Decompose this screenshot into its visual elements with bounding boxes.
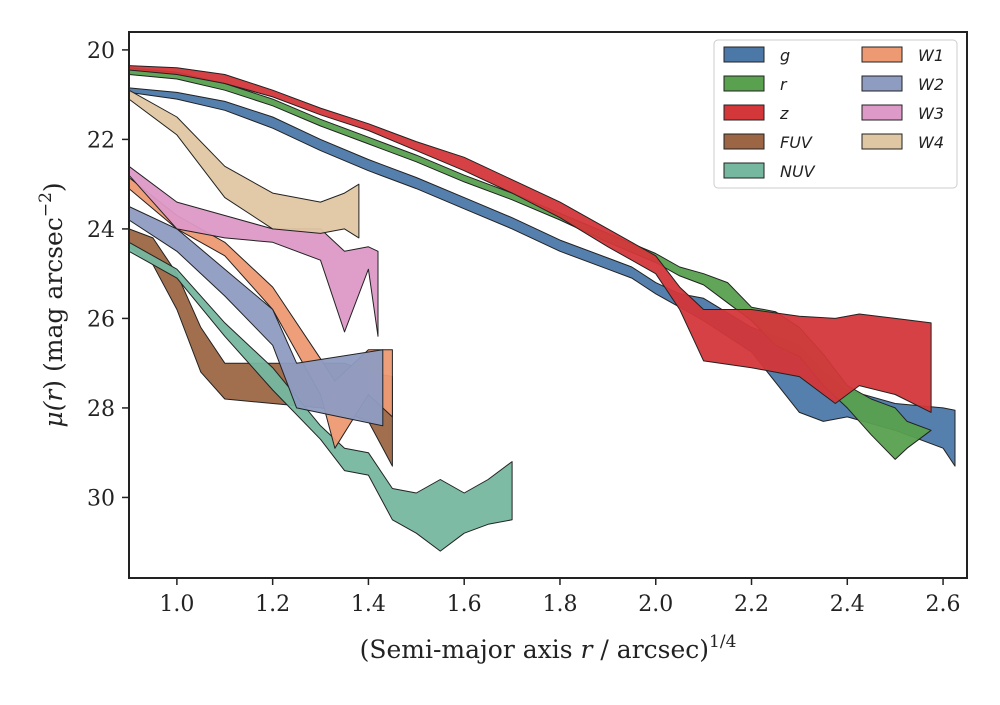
legend-label-w3: W3 [918, 104, 944, 123]
band-g [128, 87, 956, 467]
y-axis-ticks: 20 22 24 26 28 30 [87, 39, 129, 511]
band-w4 [128, 89, 360, 239]
x-tick-label: 1.2 [255, 592, 290, 617]
x-tick-label: 2.0 [638, 592, 673, 617]
plot-frame [128, 31, 968, 579]
band-z [128, 65, 932, 413]
y-tick-label: 30 [87, 486, 115, 511]
y-tick-label: 24 [87, 218, 115, 243]
legend-swatch-g [723, 46, 765, 63]
band-w2 [128, 206, 384, 427]
x-tick-label: 1.0 [159, 592, 194, 617]
legend-swatch-nuv [723, 162, 765, 179]
x-tick-label: 2.2 [734, 592, 769, 617]
y-tick-label: 26 [87, 307, 115, 332]
legend: grz FUV NUV W1 W2 W3 W4 [713, 39, 958, 189]
legend-swatch-w1 [861, 46, 903, 63]
legend-swatch-w2 [861, 75, 903, 92]
legend-label-r: r [780, 75, 788, 94]
x-tick-label: 1.8 [542, 592, 577, 617]
legend-label-w4: W4 [918, 133, 944, 152]
legend-label-fuv: FUV [780, 133, 813, 152]
y-tick-label: 20 [87, 39, 115, 64]
x-axis-label: (Semi-major axis r / arcsec)1/4 [360, 632, 737, 664]
legend-swatch-fuv [723, 133, 765, 150]
x-tick-label: 1.4 [351, 592, 386, 617]
y-tick-label: 28 [87, 397, 115, 422]
data-bands [128, 65, 956, 552]
legend-swatch-w4 [861, 133, 903, 150]
band-w3 [128, 165, 379, 337]
band-nuv [128, 241, 513, 552]
legend-label-w2: W2 [918, 75, 944, 94]
y-axis-label: μ(r) (mag arcsec−2) [36, 182, 68, 427]
legend-label-z: z [779, 104, 789, 123]
legend-label-w1: W1 [918, 46, 944, 65]
y-tick-label: 22 [87, 128, 115, 153]
legend-swatch-z [723, 104, 765, 121]
legend-swatch-w3 [861, 104, 903, 121]
legend-label-nuv: NUV [780, 162, 816, 181]
x-tick-label: 1.6 [447, 592, 482, 617]
x-tick-label: 2.6 [926, 592, 961, 617]
x-tick-label: 2.4 [830, 592, 865, 617]
x-axis-ticks: 1.0 1.2 1.4 1.6 1.8 2.0 2.2 2.4 2.6 [159, 578, 961, 617]
legend-swatch-r [723, 75, 765, 92]
band-r [128, 67, 932, 460]
legend-label-g: g [780, 46, 790, 65]
